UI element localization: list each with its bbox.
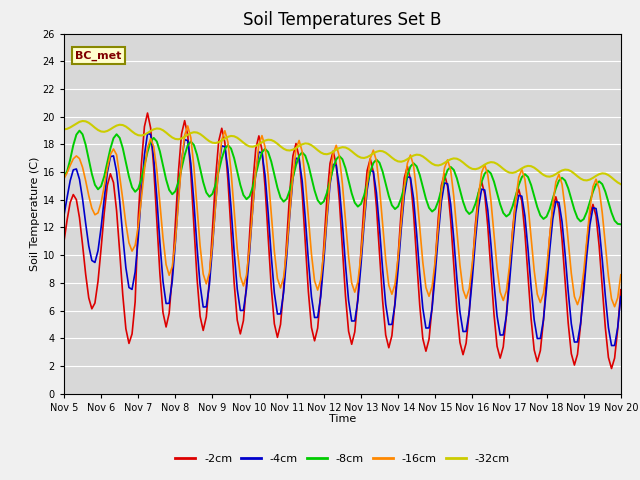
-4cm bbox=[608, 343, 616, 348]
Line: -2cm: -2cm bbox=[64, 113, 621, 369]
-16cm bbox=[218, 137, 226, 143]
-16cm bbox=[332, 143, 340, 148]
-32cm bbox=[330, 149, 337, 155]
-16cm bbox=[106, 152, 115, 157]
-16cm bbox=[143, 144, 151, 150]
-2cm bbox=[147, 125, 154, 131]
-16cm bbox=[60, 176, 68, 181]
Y-axis label: Soil Temperature (C): Soil Temperature (C) bbox=[29, 156, 40, 271]
-4cm bbox=[60, 213, 68, 218]
-8cm bbox=[330, 166, 337, 171]
-8cm bbox=[524, 174, 532, 180]
-4cm bbox=[330, 161, 337, 167]
-2cm bbox=[60, 239, 68, 244]
-8cm bbox=[218, 156, 226, 161]
-2cm bbox=[524, 273, 532, 279]
Line: -32cm: -32cm bbox=[64, 121, 621, 184]
-8cm bbox=[332, 156, 340, 162]
-8cm bbox=[147, 139, 154, 144]
-4cm bbox=[617, 294, 625, 300]
-8cm bbox=[617, 221, 625, 227]
-4cm bbox=[524, 246, 532, 252]
X-axis label: Time: Time bbox=[329, 414, 356, 424]
-4cm bbox=[147, 132, 154, 137]
-32cm bbox=[79, 118, 86, 124]
-4cm bbox=[218, 143, 226, 149]
-2cm bbox=[332, 162, 340, 168]
-8cm bbox=[109, 135, 117, 141]
Line: -4cm: -4cm bbox=[64, 133, 621, 346]
-2cm bbox=[218, 125, 226, 131]
-2cm bbox=[608, 366, 616, 372]
Line: -8cm: -8cm bbox=[64, 131, 621, 224]
-2cm bbox=[617, 287, 625, 293]
-2cm bbox=[106, 171, 115, 177]
-32cm bbox=[332, 147, 340, 153]
-4cm bbox=[332, 162, 340, 168]
-16cm bbox=[524, 202, 532, 207]
-32cm bbox=[524, 163, 532, 169]
-32cm bbox=[109, 124, 117, 130]
-16cm bbox=[184, 123, 191, 129]
-32cm bbox=[147, 128, 154, 134]
-2cm bbox=[330, 148, 337, 154]
-4cm bbox=[143, 131, 151, 136]
-8cm bbox=[60, 173, 68, 179]
-16cm bbox=[611, 304, 618, 310]
-16cm bbox=[617, 272, 625, 277]
Line: -16cm: -16cm bbox=[64, 126, 621, 307]
-32cm bbox=[60, 127, 68, 132]
-32cm bbox=[617, 181, 625, 187]
Legend: -2cm, -4cm, -8cm, -16cm, -32cm: -2cm, -4cm, -8cm, -16cm, -32cm bbox=[171, 450, 514, 468]
-2cm bbox=[143, 110, 151, 116]
-32cm bbox=[218, 138, 226, 144]
-4cm bbox=[106, 154, 115, 159]
Title: Soil Temperatures Set B: Soil Temperatures Set B bbox=[243, 11, 442, 29]
-8cm bbox=[76, 128, 83, 133]
-16cm bbox=[330, 151, 337, 157]
Text: BC_met: BC_met bbox=[75, 51, 122, 61]
